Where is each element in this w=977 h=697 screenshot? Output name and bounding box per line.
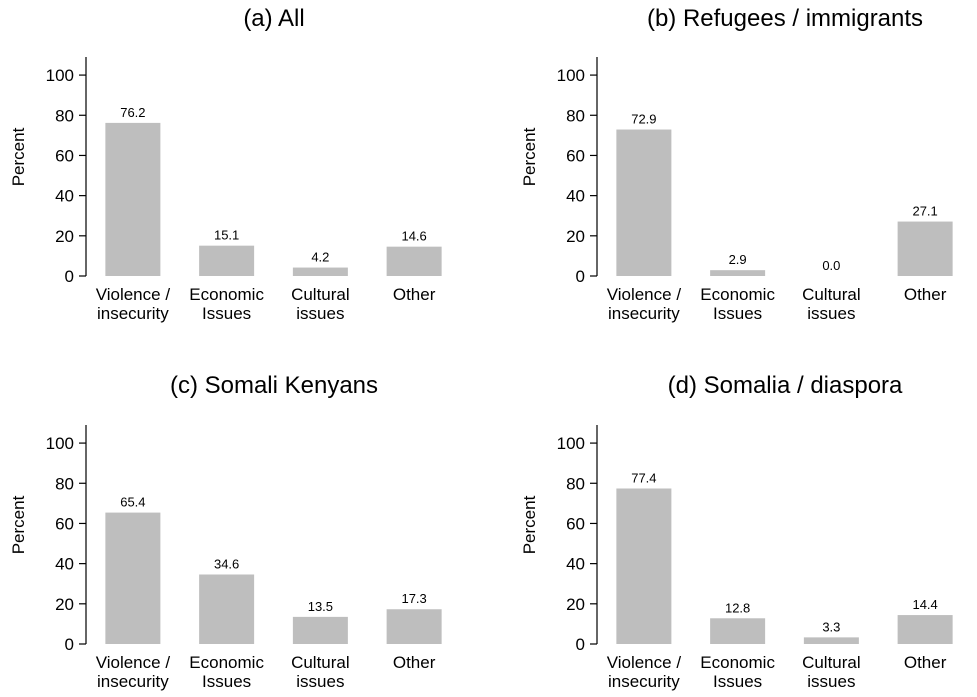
bar [386, 609, 442, 644]
data-label: 0.0 [822, 258, 840, 273]
bar-chart-b: (b) Refugees / immigrants Percent 0 20 40 6… [520, 5, 953, 323]
bar [199, 245, 255, 276]
y-tick-label: 40 [566, 555, 585, 574]
y-tick-label: 60 [55, 146, 74, 165]
bar [616, 129, 672, 276]
bar-chart-a: (a) All Percent 0 20 40 60 80 100 76.2 Violenc… [9, 5, 442, 323]
data-label: 72.9 [631, 112, 656, 127]
y-tick-label: 40 [566, 187, 585, 206]
y-tick-label: 100 [557, 434, 585, 453]
data-label: 77.4 [631, 470, 656, 485]
data-label: 17.3 [401, 591, 426, 606]
category-label: Other [904, 653, 947, 672]
chart-panel-d: (d) Somalia / diaspora Percent 0 20 40 60 80… [511, 346, 977, 692]
y-tick-label: 0 [65, 635, 74, 654]
bar [386, 246, 442, 276]
category-label: Other [393, 285, 436, 304]
category-label: Economic Issues [700, 285, 775, 323]
chart-title: (a) All [243, 5, 304, 32]
bar [897, 615, 953, 644]
chart-panel-b: (b) Refugees / immigrants Percent 0 20 40 6… [511, 0, 977, 346]
y-tick-label: 0 [576, 267, 585, 286]
chart-title: (b) Refugees / immigrants [647, 5, 923, 32]
y-tick-label: 60 [55, 514, 74, 533]
bar-chart-d: (d) Somalia / diaspora Percent 0 20 40 60 80… [520, 372, 953, 691]
y-axis-label: Percent [520, 495, 539, 554]
bar [105, 122, 161, 277]
data-label: 76.2 [120, 105, 145, 120]
category-label: Cultural issues [802, 653, 861, 691]
y-tick-label: 80 [566, 106, 585, 125]
data-label: 15.1 [214, 228, 239, 243]
category-label: Cultural issues [291, 285, 350, 323]
data-label: 34.6 [214, 556, 239, 571]
y-tick-label: 100 [557, 66, 585, 85]
chart-panel-a: (a) All Percent 0 20 40 60 80 100 76.2 Violenc… [0, 0, 488, 346]
category-label: Economic Issues [700, 653, 775, 691]
y-tick-label: 20 [55, 227, 74, 246]
category-label: Other [904, 285, 947, 304]
y-axis-label: Percent [9, 495, 28, 554]
y-tick-label: 20 [566, 595, 585, 614]
bar [292, 267, 348, 276]
category-label: Violence / insecurity [96, 285, 171, 323]
category-label: Violence / insecurity [607, 653, 682, 691]
category-label: Violence / insecurity [607, 285, 682, 323]
y-tick-label: 60 [566, 514, 585, 533]
y-tick-label: 40 [55, 555, 74, 574]
y-tick-label: 80 [566, 474, 585, 493]
y-tick-label: 60 [566, 146, 585, 165]
data-label: 12.8 [725, 600, 750, 615]
y-tick-label: 0 [65, 267, 74, 286]
bar [199, 574, 255, 644]
data-label: 14.4 [912, 597, 937, 612]
y-tick-label: 20 [55, 595, 74, 614]
bar [710, 270, 766, 276]
y-tick-label: 80 [55, 474, 74, 493]
bar [616, 488, 672, 644]
y-tick-label: 100 [46, 434, 74, 453]
y-tick-label: 20 [566, 227, 585, 246]
bar [292, 616, 348, 644]
bar [803, 637, 859, 644]
data-label: 27.1 [912, 204, 937, 219]
data-label: 3.3 [822, 619, 840, 634]
bar [710, 618, 766, 644]
data-label: 2.9 [729, 252, 747, 267]
bar [105, 512, 161, 644]
data-label: 14.6 [401, 229, 426, 244]
y-axis-label: Percent [9, 127, 28, 186]
chart-title: (d) Somalia / diaspora [668, 372, 903, 399]
y-tick-label: 40 [55, 187, 74, 206]
category-label: Violence / insecurity [96, 653, 171, 691]
category-label: Cultural issues [802, 285, 861, 323]
y-tick-label: 100 [46, 66, 74, 85]
bar-chart-c: (c) Somali Kenyans Percent 020406080100 … [9, 372, 442, 691]
category-label: Cultural issues [291, 653, 350, 691]
category-label: Economic Issues [189, 653, 264, 691]
data-label: 4.2 [311, 250, 329, 265]
y-tick-label: 80 [55, 106, 74, 125]
bar [897, 221, 953, 276]
category-label: Economic Issues [189, 285, 264, 323]
chart-panel-c: (c) Somali Kenyans Percent 0 20 40 60 80 100 … [0, 346, 488, 692]
data-label: 65.4 [120, 495, 145, 510]
y-axis-label: Percent [520, 127, 539, 186]
category-label: Other [393, 653, 436, 672]
chart-title: (c) Somali Kenyans [170, 372, 378, 399]
y-tick-label: 0 [576, 635, 585, 654]
data-label: 13.5 [308, 599, 333, 614]
